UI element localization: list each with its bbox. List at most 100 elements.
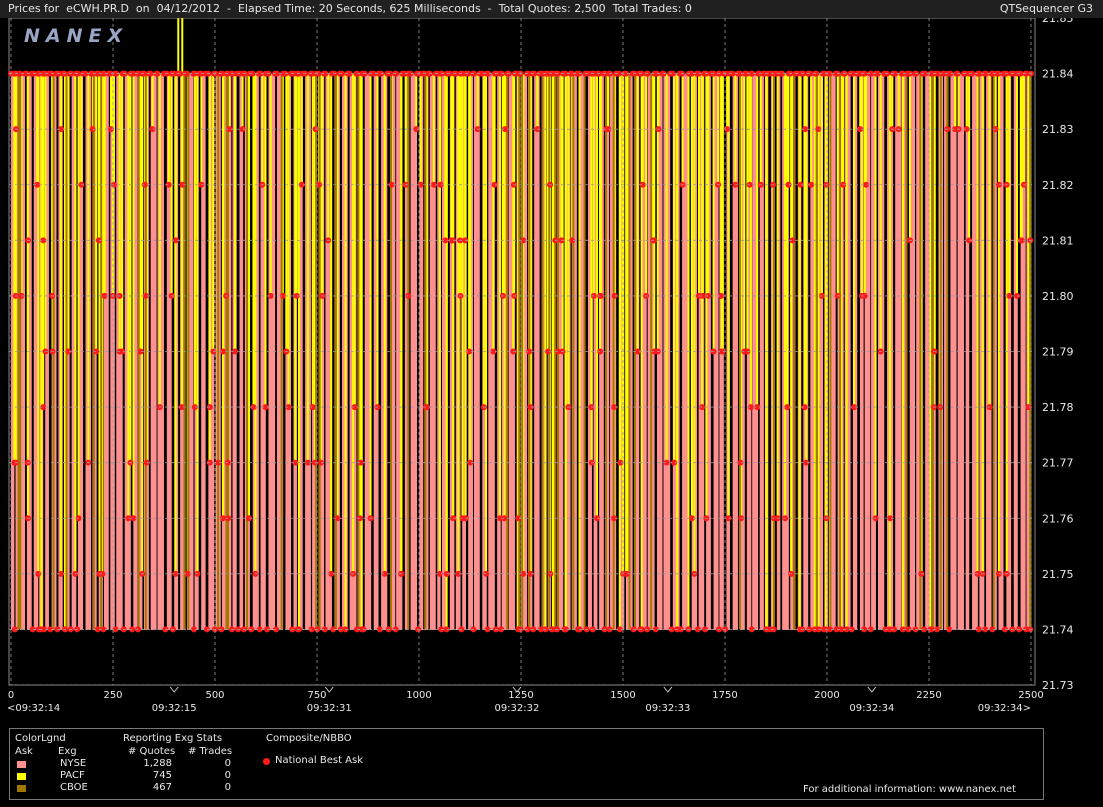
nbbo-point xyxy=(225,515,232,522)
nbbo-point xyxy=(135,626,142,633)
nbbo-point xyxy=(886,626,893,633)
nyse-ask-block xyxy=(462,73,466,631)
nbbo-point xyxy=(1023,626,1030,633)
nbbo-point xyxy=(34,181,41,188)
nyse-ask-block xyxy=(706,73,711,631)
nbbo-point xyxy=(935,70,942,77)
nbbo-point xyxy=(963,126,970,133)
nbbo-point xyxy=(141,181,148,188)
nbbo-point xyxy=(527,570,534,577)
nbbo-point xyxy=(177,70,184,77)
nbbo-point xyxy=(119,348,126,355)
nbbo-point xyxy=(231,348,238,355)
nbbo-point xyxy=(346,70,353,77)
nbbo-point xyxy=(555,348,562,355)
nbbo-point xyxy=(615,70,622,77)
nbbo-point xyxy=(249,70,256,77)
x-time-label: 09:32:33 xyxy=(645,703,690,714)
legend-exg-nyse: NYSE xyxy=(60,758,87,769)
nbbo-point xyxy=(130,70,137,77)
nyse-ask-block xyxy=(166,73,172,631)
nbbo-point xyxy=(995,570,1002,577)
nyse-ask-block xyxy=(605,73,610,631)
nbbo-point xyxy=(58,126,65,133)
nbbo-point xyxy=(413,126,420,133)
nbbo-point xyxy=(611,404,618,411)
nbbo-point xyxy=(891,626,898,633)
nbbo-point xyxy=(833,626,840,633)
time-marker xyxy=(512,686,522,693)
nbbo-point xyxy=(719,348,726,355)
nbbo-point xyxy=(393,70,400,77)
nbbo-point xyxy=(490,348,497,355)
nbbo-point xyxy=(125,515,132,522)
nbbo-point xyxy=(154,70,161,77)
nbbo-point xyxy=(142,292,149,299)
nbbo-point xyxy=(483,570,490,577)
nyse-ask-block xyxy=(957,73,964,631)
nbbo-point xyxy=(178,404,185,411)
nbbo-point xyxy=(40,237,47,244)
nbbo-point xyxy=(226,126,233,133)
nbbo-point xyxy=(695,70,702,77)
nbbo-point xyxy=(11,626,18,633)
legend-panel: ColorLgnd Ask Exg Reporting Exg Stats # … xyxy=(9,728,1044,800)
nyse-ask-block xyxy=(534,73,540,631)
nbbo-point xyxy=(353,626,360,633)
x-tick-label: 1500 xyxy=(610,690,635,701)
nbbo-point xyxy=(304,459,311,466)
nbbo-point xyxy=(622,70,629,77)
x-tick-label: 0 xyxy=(8,690,14,701)
nbbo-point xyxy=(899,626,906,633)
nbbo-point xyxy=(357,459,364,466)
nbbo-point xyxy=(718,292,725,299)
nbbo-point xyxy=(813,70,820,77)
nbbo-point xyxy=(669,70,676,77)
x-tick-label: 1250 xyxy=(508,690,533,701)
nbbo-point xyxy=(219,70,226,77)
legend-quotes-nyse: 1,288 xyxy=(143,758,172,769)
nbbo-point xyxy=(94,626,101,633)
nbbo-point xyxy=(437,181,444,188)
y-tick-label: 21.84 xyxy=(1042,68,1074,81)
nbbo-point xyxy=(1017,237,1024,244)
nbbo-point xyxy=(257,70,264,77)
x-time-label: 09:32:15 xyxy=(152,703,197,714)
legend-nbbo-dot xyxy=(263,758,270,765)
nyse-ask-block xyxy=(364,73,372,631)
nbbo-point xyxy=(484,626,491,633)
grid xyxy=(9,17,1035,686)
nyse-ask-block xyxy=(593,73,598,631)
nbbo-point xyxy=(729,70,736,77)
nbbo-point xyxy=(17,70,24,77)
nbbo-point xyxy=(905,626,912,633)
legend-trades-cboe: 0 xyxy=(224,782,231,793)
time-marker xyxy=(867,686,877,693)
nbbo-point xyxy=(479,70,486,77)
nbbo-point xyxy=(863,181,870,188)
nyse-ask-block xyxy=(227,73,232,631)
nbbo-point xyxy=(501,515,508,522)
nyse-ask-block xyxy=(1006,73,1012,631)
legend-exg-header: Exg xyxy=(58,746,77,757)
nbbo-point xyxy=(969,70,976,77)
x-tick-label: 1000 xyxy=(406,690,431,701)
nbbo-point xyxy=(748,626,755,633)
nbbo-point xyxy=(388,181,395,188)
nbbo-point xyxy=(298,181,305,188)
nbbo-point xyxy=(381,570,388,577)
nbbo-point xyxy=(107,70,114,77)
nbbo-point xyxy=(285,404,292,411)
legend-trades-nyse: 0 xyxy=(224,758,231,769)
nbbo-point xyxy=(215,459,222,466)
x-time-label: 09:32:31 xyxy=(307,703,352,714)
nbbo-point xyxy=(562,70,569,77)
nyse-ask-block xyxy=(389,73,396,631)
y-tick-label: 21.76 xyxy=(1042,512,1074,525)
nbbo-point xyxy=(569,237,576,244)
nbbo-point xyxy=(617,459,624,466)
nbbo-point xyxy=(35,570,42,577)
nbbo-point xyxy=(694,626,701,633)
nbbo-point xyxy=(141,70,148,77)
legend-swatch-cboe xyxy=(17,785,26,792)
